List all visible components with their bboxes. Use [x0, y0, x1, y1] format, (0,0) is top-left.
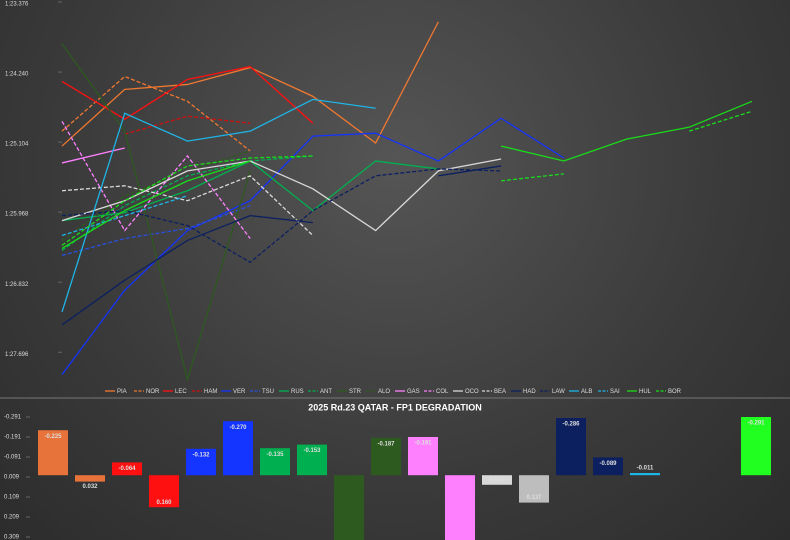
bar — [297, 444, 327, 476]
y-tick-label: 1:27.696 — [5, 352, 29, 358]
y-tick-label: 0.209 — [4, 515, 20, 521]
bar — [371, 437, 401, 476]
value-label: -0.191 — [414, 441, 432, 447]
plot-area — [38, 417, 771, 540]
legend-label: ALO — [378, 389, 390, 395]
series-line — [61, 75, 251, 152]
bar — [519, 475, 549, 503]
legend-label: ANT — [320, 389, 332, 395]
legend-label: NOR — [146, 389, 160, 395]
legend-label: ALB — [581, 389, 592, 395]
value-label: -0.270 — [229, 425, 247, 431]
y-tick-label: 0.309 — [4, 535, 20, 540]
y-tick-label: 1:24.240 — [5, 72, 29, 78]
bar — [741, 417, 771, 476]
series-line — [61, 117, 565, 376]
legend-label: HUL — [639, 389, 652, 395]
bar — [149, 475, 179, 508]
y-tick-label: 0.009 — [4, 475, 20, 481]
series-line — [61, 155, 313, 251]
y-tick-label: 1:25.104 — [5, 142, 29, 148]
series-line — [61, 168, 502, 264]
value-label: 0.160 — [156, 500, 172, 506]
series-line — [61, 205, 251, 256]
bar — [630, 473, 660, 476]
series-line — [61, 150, 251, 241]
series-line — [61, 65, 314, 124]
y-tick-label: 1:25.968 — [5, 212, 29, 218]
bar — [112, 462, 142, 476]
bar — [593, 457, 623, 476]
series-line — [61, 195, 188, 237]
series-line — [61, 147, 125, 164]
value-label: 0.032 — [82, 484, 98, 490]
value-label: -0.225 — [44, 434, 62, 440]
value-label: -0.291 — [747, 421, 765, 427]
legend-label: COL — [436, 389, 449, 395]
bar — [445, 475, 475, 540]
series-line — [61, 120, 251, 239]
plot-area — [61, 21, 753, 383]
y-tick-label: 0.109 — [4, 495, 20, 501]
series-line — [61, 100, 753, 249]
bar — [556, 418, 586, 476]
bar — [75, 475, 105, 482]
series-line — [61, 158, 502, 232]
legend-label: LEC — [175, 389, 187, 395]
value-label: 0.048 — [489, 477, 505, 483]
legend-label: BOR — [668, 389, 682, 395]
legend-label: GAS — [407, 389, 420, 395]
value-label: -0.132 — [192, 452, 210, 458]
bar — [223, 421, 253, 476]
value-label: -0.187 — [377, 441, 395, 447]
value-label: -0.286 — [562, 422, 580, 428]
series-line — [61, 43, 251, 383]
bar — [186, 448, 216, 476]
series-line — [61, 21, 439, 147]
y-tick-label: -0.291 — [4, 415, 22, 421]
y-tick-label: 1:26.832 — [5, 282, 29, 288]
legend-label: RUS — [291, 389, 304, 395]
value-label: -0.135 — [266, 452, 284, 458]
bar — [38, 430, 68, 476]
series-line — [61, 98, 376, 313]
value-label: -0.153 — [303, 448, 321, 454]
legend-label: PIA — [117, 389, 127, 395]
y-tick-label: 1:23.376 — [5, 2, 29, 8]
legend-label: OCO — [465, 389, 479, 395]
bar — [408, 437, 438, 476]
legend-label: TSU — [262, 389, 274, 395]
bar — [260, 448, 290, 476]
legend-label: HAD — [523, 389, 536, 395]
y-tick-label: -0.091 — [4, 455, 22, 461]
legend-label: HAM — [204, 389, 217, 395]
series-line — [61, 110, 753, 246]
bar — [482, 475, 512, 485]
value-label: -0.064 — [118, 466, 136, 472]
value-label: -0.089 — [599, 461, 617, 467]
chart-title: 2025 Rd.23 QATAR - FP1 DEGRADATION — [308, 402, 482, 412]
value-label: -0.011 — [637, 466, 654, 472]
legend-label: LAW — [552, 389, 565, 395]
series-line — [61, 165, 502, 326]
value-label: 0.137 — [526, 495, 542, 501]
legend-label: STR — [349, 389, 362, 395]
series-line — [124, 115, 251, 135]
legend-label: BEA — [494, 389, 506, 395]
y-tick-label: -0.191 — [4, 435, 22, 441]
legend-label: VER — [233, 389, 246, 395]
legend-label: SAI — [610, 389, 620, 395]
bar — [334, 475, 364, 540]
series-line — [61, 175, 314, 236]
